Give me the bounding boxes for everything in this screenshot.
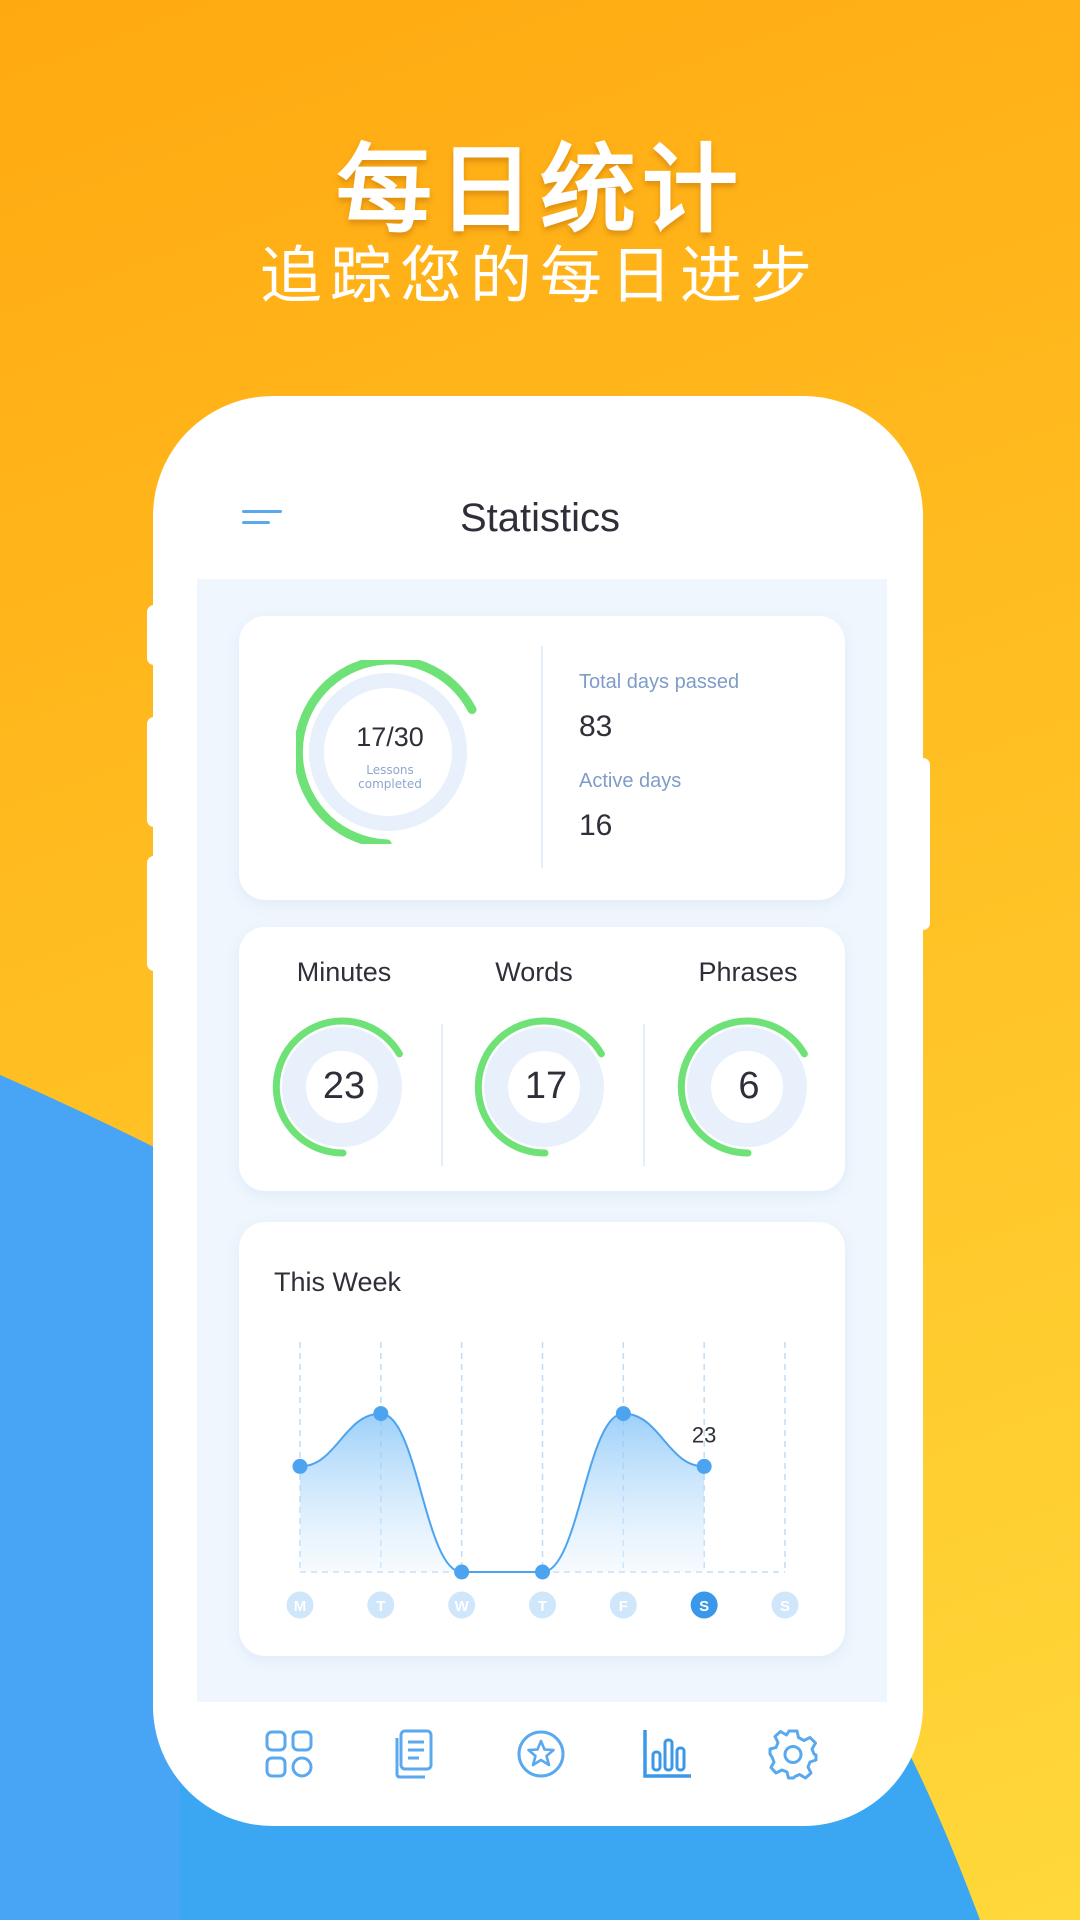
week-point[interactable]	[454, 1564, 470, 1580]
phrases-value: 6	[738, 1065, 760, 1107]
metrics-divider	[643, 1024, 645, 1166]
words-progress-ring	[474, 1017, 605, 1157]
day-chip[interactable]	[609, 1591, 637, 1619]
minutes-progress-ring	[272, 1017, 403, 1157]
lessons-icon[interactable]	[389, 1728, 441, 1780]
phone-side-button	[916, 758, 930, 930]
phrases-progress-ring	[677, 1017, 808, 1157]
phrases-label: Phrases	[698, 957, 798, 987]
week-title: This Week	[274, 1267, 402, 1297]
phone-side-button	[147, 856, 161, 971]
day-chip[interactable]	[286, 1591, 314, 1619]
week-point[interactable]	[615, 1406, 631, 1422]
day-label: T	[376, 1598, 385, 1615]
page-title: Statistics	[459, 496, 621, 540]
active-days-value: 16	[579, 809, 613, 842]
stats-icon[interactable]	[641, 1728, 693, 1780]
menu-icon[interactable]	[242, 510, 282, 530]
day-label: T	[538, 1598, 547, 1615]
settings-icon[interactable]	[767, 1728, 819, 1780]
grid-icon[interactable]	[263, 1728, 315, 1780]
lessons-count: 17/30	[356, 722, 424, 752]
words-value: 17	[524, 1065, 568, 1107]
day-chip[interactable]	[529, 1591, 556, 1619]
metrics-card	[239, 927, 845, 1191]
bottom-nav	[197, 1702, 887, 1812]
promo-title: 每日统计	[336, 134, 744, 246]
active-days-label: Active days	[579, 770, 682, 792]
summary-divider	[541, 646, 543, 868]
lessons-caption-line2: completed	[358, 777, 422, 791]
phone-side-button	[147, 717, 161, 827]
day-label: W	[455, 1598, 470, 1615]
selected-day-value: 23	[692, 1422, 716, 1447]
week-point[interactable]	[696, 1458, 712, 1474]
total-days-value: 83	[579, 710, 613, 743]
week-point[interactable]	[373, 1406, 389, 1422]
week-area	[300, 1413, 705, 1572]
day-label: S	[699, 1598, 709, 1615]
day-chip[interactable]	[771, 1591, 799, 1619]
day-label: M	[294, 1598, 307, 1615]
words-label: Words	[495, 957, 573, 987]
minutes-label: Minutes	[296, 957, 392, 987]
promo-subtitle: 追踪您的每日进步	[259, 239, 820, 312]
week-point[interactable]	[535, 1564, 550, 1580]
day-label: S	[780, 1598, 790, 1615]
lessons-progress-ring	[296, 660, 477, 844]
week-chart: 23 M T W T F S S	[286, 1342, 799, 1619]
day-chip[interactable]	[448, 1591, 476, 1619]
day-chip[interactable]	[367, 1591, 395, 1619]
day-chip[interactable]	[690, 1591, 718, 1619]
lessons-caption-line1: Lessons	[366, 763, 414, 777]
day-label: F	[619, 1598, 628, 1615]
star-icon[interactable]	[515, 1728, 567, 1780]
week-point[interactable]	[292, 1458, 308, 1474]
minutes-value: 23	[322, 1065, 366, 1107]
total-days-label: Total days passed	[579, 671, 740, 693]
phone-side-button	[147, 605, 161, 665]
lessons-caption: Lessons completed	[330, 763, 450, 791]
metrics-divider	[441, 1024, 443, 1166]
